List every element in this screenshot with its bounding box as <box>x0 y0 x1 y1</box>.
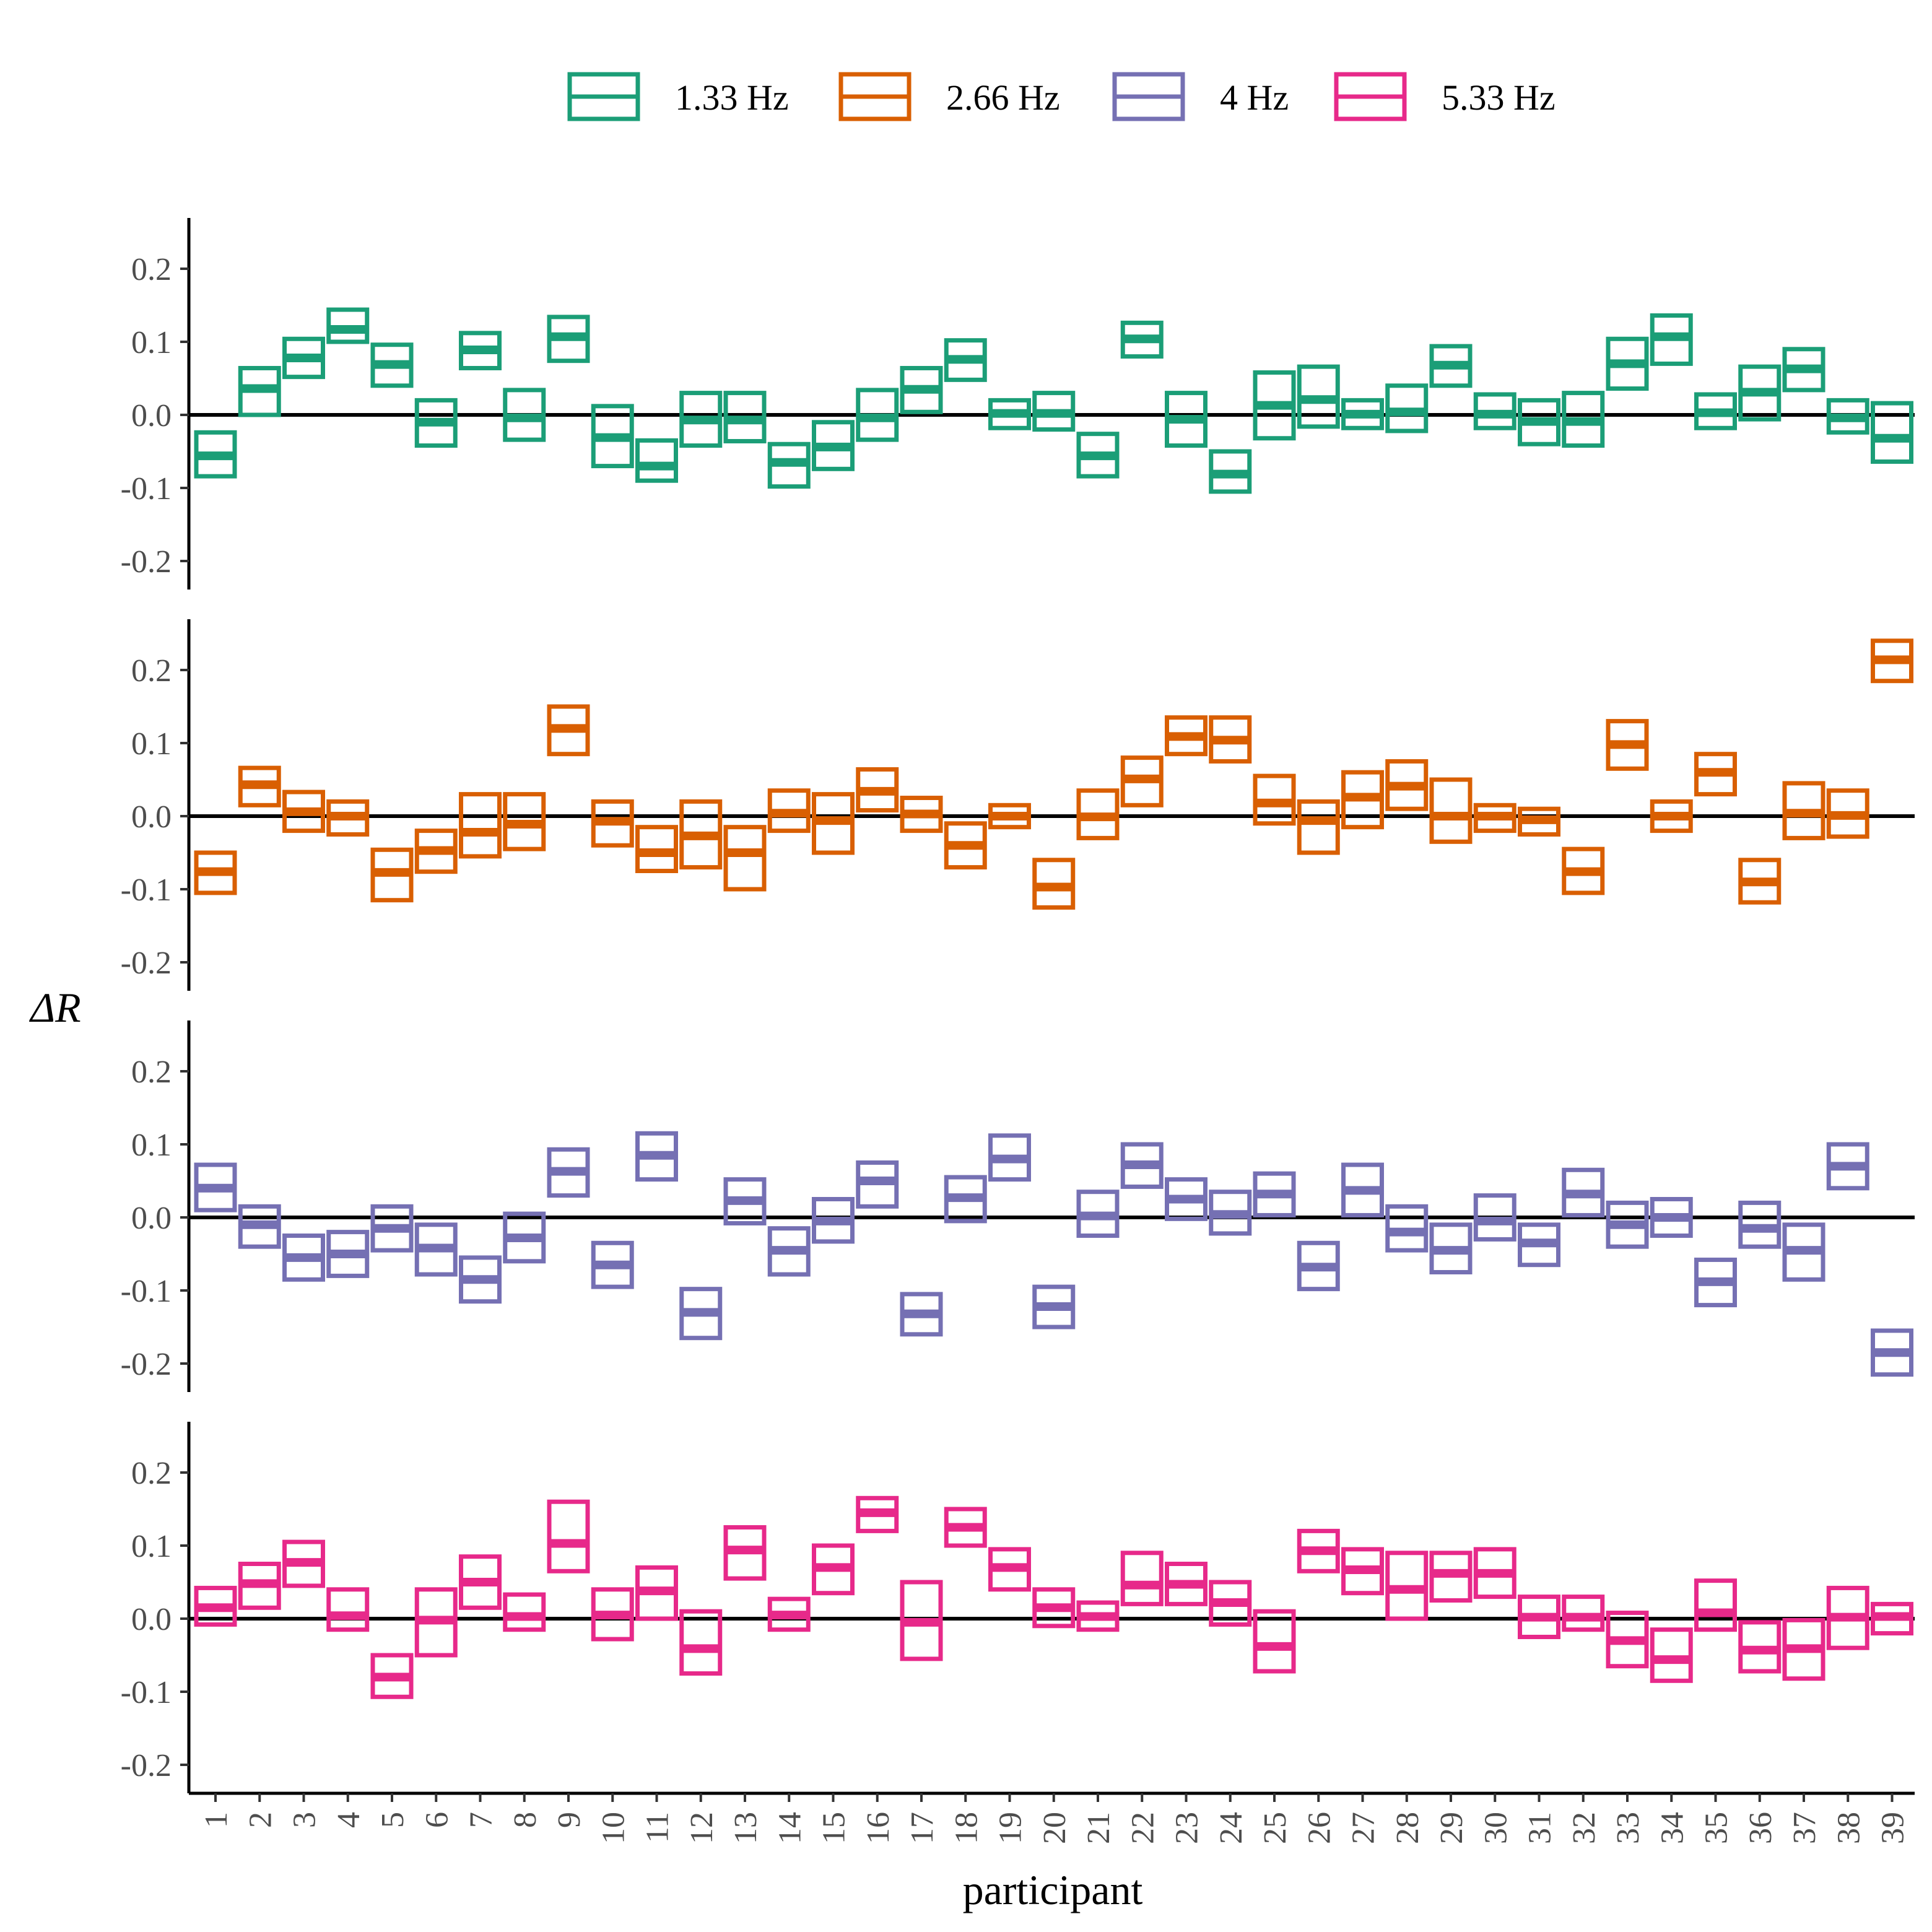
x-tick-label: 35 <box>1699 1812 1734 1844</box>
x-axis: 1 2 3 4 5 6 7 8 9 10 11 12 13 14 15 16 17 18 19 20 21 22 23 24 2… <box>189 1791 1915 1844</box>
y-tick-label: 0.0 <box>131 799 172 835</box>
crossbar-box <box>503 1592 546 1632</box>
x-axis-title: participant <box>963 1866 1143 1913</box>
x-tick-label: 3 <box>287 1812 323 1828</box>
x-tick-label: 7 <box>464 1812 499 1828</box>
x-tick-label: 28 <box>1390 1812 1425 1844</box>
y-tick-label: -0.2 <box>121 1347 172 1382</box>
y-tick-label: -0.2 <box>121 544 172 580</box>
x-tick-label: 24 <box>1214 1812 1249 1844</box>
x-tick-label: 34 <box>1655 1812 1690 1844</box>
crossbar-box <box>547 1499 590 1573</box>
x-tick-label: 14 <box>772 1812 807 1844</box>
series <box>194 1131 1913 1377</box>
crossbar-box <box>1650 1627 1693 1683</box>
x-tick-label: 33 <box>1611 1812 1646 1844</box>
y-tick-label: 0.0 <box>131 1602 172 1637</box>
y-tick-label: 0.1 <box>131 726 172 762</box>
x-tick-label: 22 <box>1125 1812 1160 1844</box>
y-tick-label: 0.0 <box>131 398 172 433</box>
x-tick-label: 15 <box>817 1812 852 1844</box>
y-tick-label: 0.2 <box>131 653 172 689</box>
x-tick-label: 16 <box>861 1812 896 1844</box>
panel: 0.2 0.1 0.0 -0.1 -0.2 <box>121 1020 1915 1392</box>
y-tick-label: 0.1 <box>131 1128 172 1163</box>
y-tick-label: -0.1 <box>121 872 172 908</box>
x-tick-label: 2 <box>243 1812 278 1828</box>
x-tick-label: 38 <box>1831 1812 1866 1844</box>
x-tick-label: 6 <box>419 1812 455 1828</box>
legend-item: 5.33 Hz <box>1334 72 1556 121</box>
y-tick-label: -0.1 <box>121 471 172 507</box>
legend-label: 1.33 Hz <box>675 77 789 118</box>
legend-item: 2.66 Hz <box>838 72 1060 121</box>
x-tick-label: 9 <box>552 1812 587 1828</box>
x-tick-label: 1 <box>199 1812 234 1828</box>
crossbar-box <box>679 1609 723 1676</box>
y-tick-label: -0.1 <box>121 1274 172 1309</box>
x-tick-label: 36 <box>1743 1812 1778 1844</box>
crossbar-box <box>459 792 502 859</box>
crossbar-box <box>1871 401 1913 464</box>
x-tick-label: 4 <box>331 1812 367 1828</box>
crossbar-box <box>326 1587 370 1632</box>
y-tick-label: 0.2 <box>131 1456 172 1491</box>
x-tick-label: 39 <box>1876 1812 1911 1844</box>
crossbar-box <box>1120 1551 1164 1606</box>
x-tick-label: 13 <box>728 1812 764 1844</box>
x-tick-label: 32 <box>1567 1812 1602 1844</box>
panels: 0.2 0.1 0.0 -0.1 -0.2 0.2 0.1 0.0 -0.1 -0.2 0.2 0.1… <box>121 218 1915 1793</box>
y-tick-label: -0.2 <box>121 946 172 981</box>
crossbar-box <box>1253 1609 1296 1674</box>
y-tick-label: -0.2 <box>121 1748 172 1783</box>
x-tick-label: 37 <box>1787 1812 1822 1844</box>
panel: 0.2 0.1 0.0 -0.1 -0.2 <box>121 619 1915 991</box>
crossbar-box <box>723 825 767 892</box>
x-tick-label: 29 <box>1434 1812 1469 1844</box>
panel: 0.2 0.1 0.0 -0.1 -0.2 <box>121 1422 1915 1793</box>
x-tick-label: 20 <box>1037 1812 1073 1844</box>
legend-label: 5.33 Hz <box>1442 77 1556 118</box>
crossbar-box <box>1694 1578 1737 1632</box>
x-tick-label: 21 <box>1081 1812 1116 1844</box>
x-tick-label: 23 <box>1170 1812 1205 1844</box>
x-tick-label: 12 <box>684 1812 720 1844</box>
x-tick-label: 8 <box>508 1812 543 1828</box>
y-tick-label: 0.2 <box>131 252 172 287</box>
legend-label: 2.66 Hz <box>946 77 1060 118</box>
series <box>194 1495 1913 1699</box>
x-tick-label: 30 <box>1478 1812 1513 1844</box>
crossbar-box <box>1297 799 1340 855</box>
legend-label: 4 Hz <box>1220 77 1289 118</box>
y-tick-label: 0.1 <box>131 1529 172 1564</box>
x-tick-label: 25 <box>1258 1812 1293 1844</box>
y-tick-label: 0.0 <box>131 1201 172 1236</box>
x-tick-label: 17 <box>905 1812 940 1844</box>
legend-item: 1.33 Hz <box>567 72 789 121</box>
crossbar-box <box>1429 777 1473 844</box>
x-tick-label: 27 <box>1346 1812 1382 1844</box>
x-tick-label: 31 <box>1523 1812 1558 1844</box>
series <box>194 638 1913 910</box>
crossbar-box <box>635 438 678 483</box>
x-tick-label: 26 <box>1302 1812 1337 1844</box>
x-tick-label: 18 <box>949 1812 984 1844</box>
y-tick-label: 0.2 <box>131 1055 172 1090</box>
y-tick-label: 0.1 <box>131 325 172 360</box>
x-tick-label: 11 <box>640 1812 676 1843</box>
legend-item: 4 Hz <box>1112 72 1289 121</box>
series <box>194 307 1913 494</box>
legend: 1.33 Hz 2.66 Hz 4 Hz 5.33 Hz <box>567 72 1556 121</box>
y-tick-label: -0.1 <box>121 1675 172 1710</box>
x-tick-label: 19 <box>993 1812 1029 1844</box>
panel: 0.2 0.1 0.0 -0.1 -0.2 <box>121 218 1915 590</box>
y-axis-title: ΔR <box>28 984 80 1031</box>
x-tick-label: 5 <box>375 1812 411 1828</box>
x-tick-label: 10 <box>596 1812 631 1844</box>
